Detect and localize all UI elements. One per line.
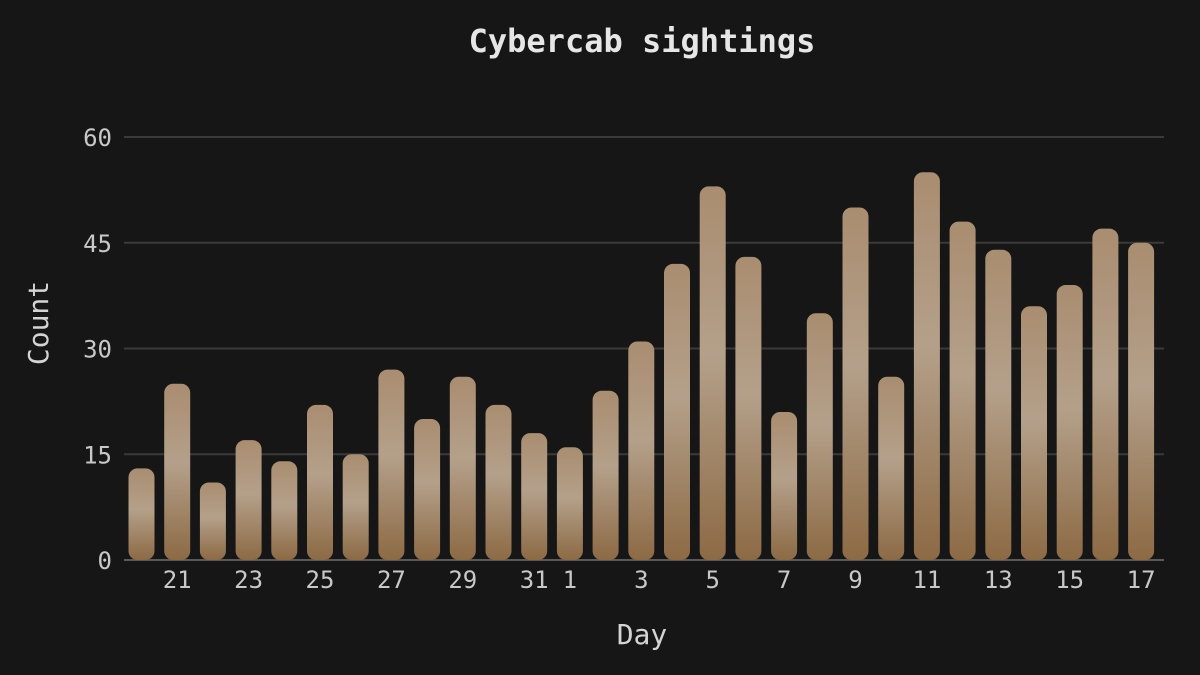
bar-day-15	[1056, 285, 1083, 560]
bar-day-2	[592, 390, 619, 560]
bar-day-4	[664, 263, 690, 560]
bar-day-28	[414, 419, 441, 560]
bar-day-25	[307, 404, 333, 560]
y-tick-label: 30	[83, 336, 112, 364]
bar-day-17	[1128, 242, 1155, 560]
bar-day-5	[699, 186, 726, 560]
bar-day-7	[771, 411, 798, 560]
bar-day-20	[128, 468, 155, 560]
x-tick-label: 29	[448, 566, 477, 594]
bar-day-11	[913, 172, 940, 560]
x-tick-label: 5	[705, 566, 719, 594]
bar-day-14	[1021, 306, 1047, 560]
x-tick-label: 1	[563, 566, 577, 594]
x-tick-label: 31	[520, 566, 549, 594]
y-tick-label: 15	[83, 441, 112, 469]
bar-day-6	[735, 256, 762, 560]
bar-day-31	[521, 433, 548, 560]
y-tick-label: 0	[98, 547, 112, 575]
x-tick-label: 15	[1055, 566, 1084, 594]
x-tick-labels: 21 23 25 27 29 31 1 3 5 7 9 11 13 15 17	[163, 566, 1156, 594]
bar-day-24	[271, 461, 298, 560]
x-tick-label: 27	[377, 566, 406, 594]
bar-day-13	[985, 249, 1012, 561]
bar-day-22	[199, 482, 226, 560]
y-tick-label: 60	[83, 124, 112, 152]
y-tick-label: 45	[83, 230, 112, 258]
bar-day-30	[485, 404, 512, 560]
y-axis-label: Count	[22, 281, 55, 365]
x-tick-label: 3	[634, 566, 648, 594]
x-tick-label: 21	[163, 566, 192, 594]
x-axis-label: Day	[617, 618, 668, 651]
bar-day-29	[449, 376, 476, 560]
x-tick-label: 9	[848, 566, 862, 594]
bar-day-23	[235, 440, 262, 560]
x-tick-label: 17	[1127, 566, 1156, 594]
y-tick-labels: 0 15 30 45 60	[83, 124, 112, 575]
bar-day-9	[842, 207, 869, 560]
bar-day-12	[949, 221, 976, 560]
x-tick-label: 7	[777, 566, 791, 594]
chart-title: Cybercab sightings	[469, 22, 816, 60]
bar-day-16	[1092, 228, 1119, 560]
x-tick-label: 11	[912, 566, 941, 594]
bar-day-27	[378, 369, 405, 560]
x-tick-label: 13	[984, 566, 1013, 594]
x-tick-label: 25	[306, 566, 335, 594]
bar-day-8	[806, 313, 833, 560]
bars	[128, 172, 1155, 561]
bar-day-10	[878, 376, 905, 560]
x-tick-label: 23	[234, 566, 263, 594]
bar-day-3	[628, 341, 655, 560]
bar-day-26	[342, 454, 369, 560]
bar-day-21	[164, 383, 191, 560]
bar-day-1	[556, 447, 583, 560]
